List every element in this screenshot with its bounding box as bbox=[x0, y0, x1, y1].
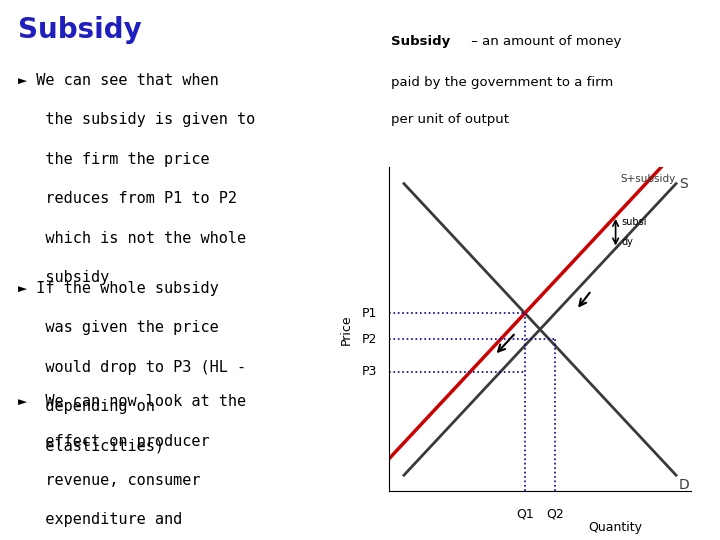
Text: effect on producer: effect on producer bbox=[18, 434, 210, 449]
Text: S: S bbox=[679, 177, 688, 191]
Text: – an amount of money: – an amount of money bbox=[467, 35, 621, 48]
Text: Price: Price bbox=[340, 314, 353, 345]
Text: Q2: Q2 bbox=[546, 508, 564, 521]
Text: was given the price: was given the price bbox=[18, 320, 219, 335]
Text: the firm the price: the firm the price bbox=[18, 152, 210, 167]
Text: P1: P1 bbox=[361, 307, 377, 320]
Text: revenue, consumer: revenue, consumer bbox=[18, 473, 200, 488]
Text: expenditure and: expenditure and bbox=[18, 512, 182, 528]
Text: ► We can see that when: ► We can see that when bbox=[18, 73, 219, 88]
Text: the subsidy is given to: the subsidy is given to bbox=[18, 112, 256, 127]
Text: Subsidy: Subsidy bbox=[18, 16, 142, 44]
Text: Q1: Q1 bbox=[516, 508, 534, 521]
Text: D: D bbox=[679, 478, 690, 492]
Text: ► If the whole subsidy: ► If the whole subsidy bbox=[18, 281, 219, 296]
Text: ►  We can now look at the: ► We can now look at the bbox=[18, 394, 246, 409]
Text: P2: P2 bbox=[361, 333, 377, 346]
Text: reduces from P1 to P2: reduces from P1 to P2 bbox=[18, 191, 237, 206]
Text: Quantity: Quantity bbox=[588, 521, 642, 534]
Text: dy: dy bbox=[621, 237, 634, 247]
Text: would drop to P3 (HL -: would drop to P3 (HL - bbox=[18, 360, 246, 375]
Text: elasticities): elasticities) bbox=[18, 438, 164, 454]
Text: subsidy: subsidy bbox=[18, 270, 109, 285]
Text: S+subsidy: S+subsidy bbox=[621, 174, 676, 184]
Text: Subsidy: Subsidy bbox=[391, 35, 450, 48]
Text: which is not the whole: which is not the whole bbox=[18, 231, 246, 246]
Text: per unit of output: per unit of output bbox=[391, 113, 509, 126]
Text: P3: P3 bbox=[361, 365, 377, 378]
Text: paid by the government to a firm: paid by the government to a firm bbox=[391, 76, 613, 89]
Text: subsi: subsi bbox=[621, 217, 647, 227]
Text: depending on: depending on bbox=[18, 399, 155, 414]
